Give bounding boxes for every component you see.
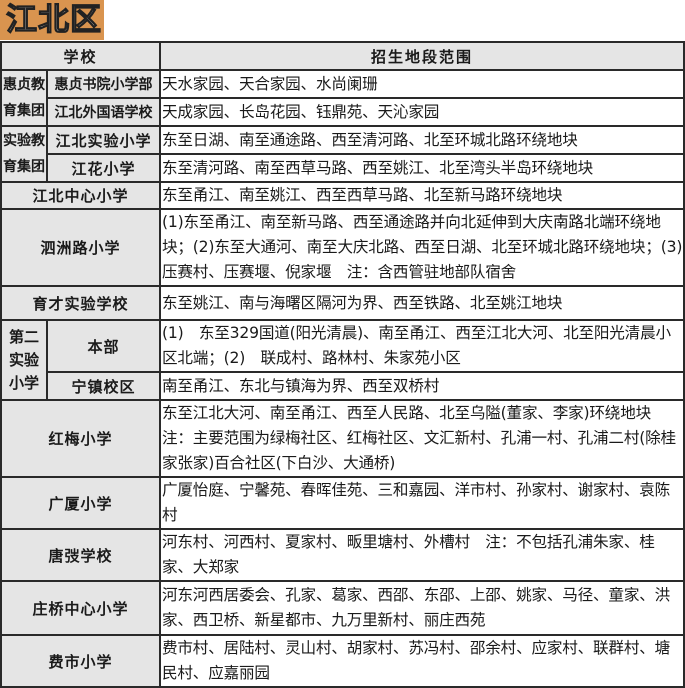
school-name: 红梅小学	[0, 399, 162, 478]
school-name: 育才实验学校	[0, 285, 162, 321]
school-name: 费市小学	[0, 634, 162, 688]
range-text: 广厦怡庭、宁馨苑、春晖佳苑、三和嘉园、洋市村、孙家村、谢家村、袁陈村	[159, 476, 685, 530]
school-name: 惠贞书院小学部	[45, 69, 162, 99]
range-text: (1) 东至329国道(阳光清晨)、南至甬江、西至江北大河、北至阳光清晨小区北端…	[159, 319, 685, 373]
table-row: 江北外国语学校 天成家园、长岛花园、钰鼎苑、天沁家园	[1, 97, 685, 127]
table-row: 费市小学 费市村、居陆村、灵山村、胡家村、苏冯村、邵余村、应家村、联群村、塘民村…	[0, 634, 685, 688]
range-text: 东至甬江、南至姚江、西至西草马路、北至新马路环绕地块	[159, 181, 685, 210]
range-text: 河东村、河西村、夏家村、畈里塘村、外槽村 注：不包括孔浦朱家、桂家、大郑家	[159, 528, 685, 582]
range-text: 东至姚江、南与海曙区隔河为界、西至铁路、北至姚江地块	[159, 285, 685, 321]
table-row: 广厦小学 广厦怡庭、宁馨苑、春晖佳苑、三和嘉园、洋市村、孙家村、谢家村、袁陈村	[0, 476, 685, 530]
school-name: 江花小学	[45, 153, 162, 183]
range-text: 南至甬江、东北与镇海为界、西至双桥村	[159, 371, 685, 401]
header-range: 招生地段范围	[159, 41, 685, 71]
table-row: 泗洲路小学 (1)东至甬江、南至新马路、西至通途路并向北延伸到大庆南路北端环绕地…	[0, 208, 685, 287]
range-text: 河东河西居委会、孔家、葛家、西邵、东邵、上邵、姚家、马径、童家、洪家、西卫桥、新…	[159, 580, 685, 636]
school-name: 江北中心小学	[0, 181, 162, 210]
table-row: 宁镇校区 南至甬江、东北与镇海为界、西至双桥村	[1, 371, 685, 401]
table-row: 唐弢学校 河东村、河西村、夏家村、畈里塘村、外槽村 注：不包括孔浦朱家、桂家、大…	[0, 528, 685, 582]
table-row: 惠贞教育集团 惠贞书院小学部 天水家园、天合家园、水尚阑珊	[0, 69, 685, 127]
school-name: 本部	[45, 319, 162, 373]
header-school: 学校	[0, 41, 162, 71]
table-row: 实验教育集团 江北实验小学 东至日湖、南至通途路、西至清河路、北至环城北路环绕地…	[0, 125, 685, 183]
school-name: 宁镇校区	[45, 371, 162, 401]
table-row: 庄桥中心小学 河东河西居委会、孔家、葛家、西邵、东邵、上邵、姚家、马径、童家、洪…	[0, 580, 685, 636]
range-text: 天水家园、天合家园、水尚阑珊	[159, 69, 685, 99]
school-name: 庄桥中心小学	[0, 580, 162, 636]
range-text: 东至清河路、南至西草马路、西至姚江、北至湾头半岛环绕地块	[159, 153, 685, 183]
table-row: 江北中心小学 东至甬江、南至姚江、西至西草马路、北至新马路环绕地块	[0, 181, 685, 210]
group-name: 惠贞教育集团	[0, 69, 48, 127]
enrollment-table: 学校 招生地段范围 惠贞教育集团 惠贞书院小学部 天水家园、天合家园、水尚阑珊 …	[0, 41, 685, 688]
school-name: 江北实验小学	[45, 125, 162, 155]
table-header: 学校 招生地段范围	[0, 41, 685, 71]
school-name: 唐弢学校	[0, 528, 162, 582]
range-text: (1)东至甬江、南至新马路、西至通途路并向北延伸到大庆南路北端环绕地块；(2)东…	[159, 208, 685, 287]
school-name: 江北外国语学校	[45, 97, 162, 127]
range-text: 东至日湖、南至通途路、西至清河路、北至环城北路环绕地块	[159, 125, 685, 155]
school-name: 泗洲路小学	[0, 208, 162, 287]
table-row: 江花小学 东至清河路、南至西草马路、西至姚江、北至湾头半岛环绕地块	[1, 153, 685, 183]
table-row: 育才实验学校 东至姚江、南与海曙区隔河为界、西至铁路、北至姚江地块	[0, 285, 685, 321]
range-text: 东至江北大河、南至甬江、西至人民路、北至乌隘(董家、李家)环绕地块 注：主要范围…	[159, 399, 685, 478]
district-title: 江北区	[0, 0, 104, 40]
school-name: 广厦小学	[0, 476, 162, 530]
group-name: 第二实验小学	[0, 319, 48, 401]
range-text: 费市村、居陆村、灵山村、胡家村、苏冯村、邵余村、应家村、联群村、塘民村、应嘉丽园	[159, 634, 685, 688]
table-row: 红梅小学 东至江北大河、南至甬江、西至人民路、北至乌隘(董家、李家)环绕地块 注…	[0, 399, 685, 478]
range-text: 天成家园、长岛花园、钰鼎苑、天沁家园	[159, 97, 685, 127]
table-row: 第二实验小学 本部 (1) 东至329国道(阳光清晨)、南至甬江、西至江北大河、…	[0, 319, 685, 401]
group-name: 实验教育集团	[0, 125, 48, 183]
